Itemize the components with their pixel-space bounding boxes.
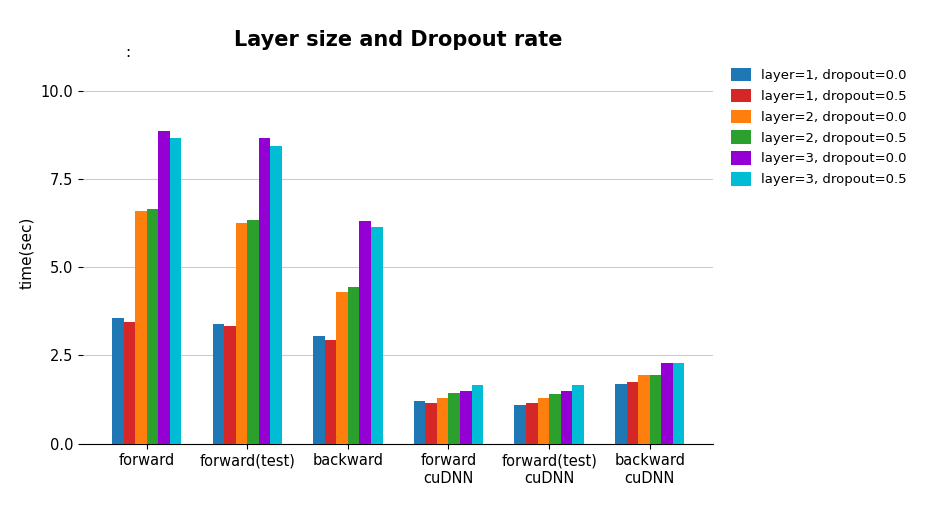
Bar [526,403,537,444]
Bar [673,363,684,444]
Bar [158,132,169,444]
Bar [359,221,371,444]
Bar [638,375,650,444]
Bar [560,391,572,444]
Bar [213,324,224,444]
Bar [414,401,425,444]
Bar [270,146,282,444]
Text: :: : [125,45,131,60]
Bar [448,393,460,444]
Bar [471,385,483,444]
Bar [224,326,236,444]
Bar [169,138,181,444]
Bar [460,391,471,444]
Bar [371,227,382,444]
Bar [123,322,135,444]
Bar [236,223,247,444]
Bar [313,336,325,444]
Bar [348,287,359,444]
Bar [627,382,638,444]
Bar [259,138,270,444]
Bar [514,405,526,444]
Bar [135,211,146,444]
Bar [615,384,627,444]
Bar [247,220,259,444]
Bar [572,385,583,444]
Y-axis label: time(sec): time(sec) [19,217,34,289]
Bar [549,394,560,444]
Bar [425,403,437,444]
Legend: layer=1, dropout=0.0, layer=1, dropout=0.5, layer=2, dropout=0.0, layer=2, dropo: layer=1, dropout=0.0, layer=1, dropout=0… [726,63,912,192]
Bar [336,292,348,444]
Bar [437,398,448,444]
Bar [661,363,673,444]
Bar [537,398,549,444]
Bar [112,318,123,444]
Bar [325,340,336,444]
Title: Layer size and Dropout rate: Layer size and Dropout rate [234,30,562,50]
Bar [650,375,661,444]
Bar [146,209,158,444]
